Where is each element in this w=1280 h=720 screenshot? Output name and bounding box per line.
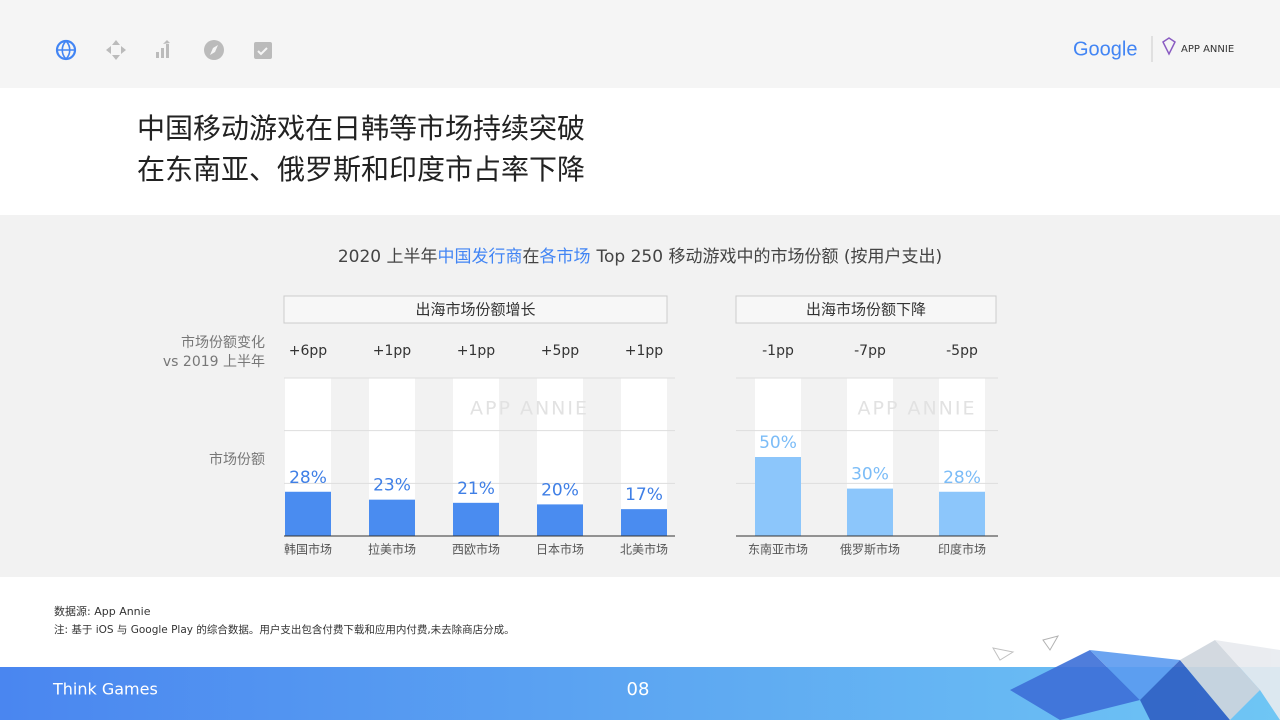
compass-needle (210, 45, 218, 55)
chart-title: 2020 上半年中国发行商在各市场 Top 250 移动游戏中的市场份额 (按用户… (0, 242, 1280, 267)
bar (537, 504, 583, 536)
value-label: 21% (457, 479, 495, 499)
row-label: vs 2019 上半年 (163, 354, 265, 370)
title-part: 各市场 (539, 247, 591, 267)
poly (1215, 640, 1280, 720)
x-tick-label: 西欧市场 (452, 542, 500, 557)
change-label: -5pp (946, 343, 978, 359)
change-label: +5pp (541, 343, 580, 359)
bar (755, 457, 801, 536)
group-title: 出海市场份额下降 (806, 301, 926, 319)
x-tick-label: 印度市场 (938, 542, 986, 557)
partner-logo: APP ANNIE (1181, 44, 1234, 55)
x-tick-label: 北美市场 (620, 542, 668, 557)
slide-title-line: 中国移动游戏在日韩等市场持续突破 (137, 112, 585, 145)
poly (1090, 650, 1180, 700)
bar (285, 491, 331, 536)
footnote: 注: 基于 iOS 与 Google Play 的综合数据。用户支出包含付费下载… (54, 623, 515, 636)
group-box (735, 295, 997, 324)
globe-lines (57, 40, 75, 60)
change-label: +1pp (625, 343, 664, 359)
appannie-icon (1162, 37, 1176, 56)
google-logo: Google (1073, 38, 1138, 60)
row-label: 市场份额变化 (181, 334, 265, 351)
change-label: +6pp (289, 343, 328, 359)
change-label: +1pp (373, 343, 412, 359)
x-tick-label: 日本市场 (536, 542, 584, 557)
x-tick-label: 东南亚市场 (748, 542, 808, 557)
watermark: APP ANNIE (858, 398, 977, 420)
title-part: Top 250 移动游戏中的市场份额 (按用户支出) (596, 247, 943, 267)
poly (1180, 640, 1260, 720)
row-label: 市场份额 (209, 451, 265, 468)
group-title: 出海市场份额增长 (415, 301, 535, 319)
value-label: 30% (851, 465, 889, 485)
nav-icons[interactable] (55, 39, 272, 61)
bar (621, 509, 667, 536)
value-label: 20% (541, 480, 579, 500)
slide-title-line: 在东南亚、俄罗斯和印度市占率下降 (137, 153, 585, 186)
value-label: 50% (759, 433, 797, 453)
page-number: 08 (627, 679, 650, 700)
poly (1042, 635, 1060, 651)
brand: Think Games (52, 680, 158, 699)
change-label: -7pp (854, 343, 886, 359)
title-part: 中国发行商 (437, 247, 523, 267)
change-label: +1pp (457, 343, 496, 359)
title-part: 2020 上半年 (337, 247, 438, 267)
clipboard-icon[interactable] (254, 42, 272, 59)
bar (939, 491, 985, 536)
chart-icon[interactable] (156, 40, 170, 58)
value-label: 23% (373, 476, 411, 496)
value-label: 17% (625, 485, 663, 505)
source-note: 数据源: App Annie (54, 604, 151, 618)
bar (453, 502, 499, 536)
decoration (992, 635, 1280, 720)
bar (847, 488, 893, 536)
x-tick-label: 俄罗斯市场 (840, 542, 900, 557)
title-part: 在 (522, 247, 540, 267)
x-tick-label: 韩国市场 (284, 542, 332, 557)
change-label: -1pp (762, 343, 794, 359)
x-tick-label: 拉美市场 (368, 542, 416, 557)
move-icon[interactable] (106, 40, 126, 60)
group-box (283, 295, 668, 324)
poly (992, 647, 1015, 661)
value-label: 28% (289, 468, 327, 488)
value-label: 28% (943, 468, 981, 488)
bar (369, 499, 415, 536)
poly (1140, 660, 1230, 720)
watermark: APP ANNIE (470, 398, 589, 420)
check-mark (257, 47, 268, 56)
